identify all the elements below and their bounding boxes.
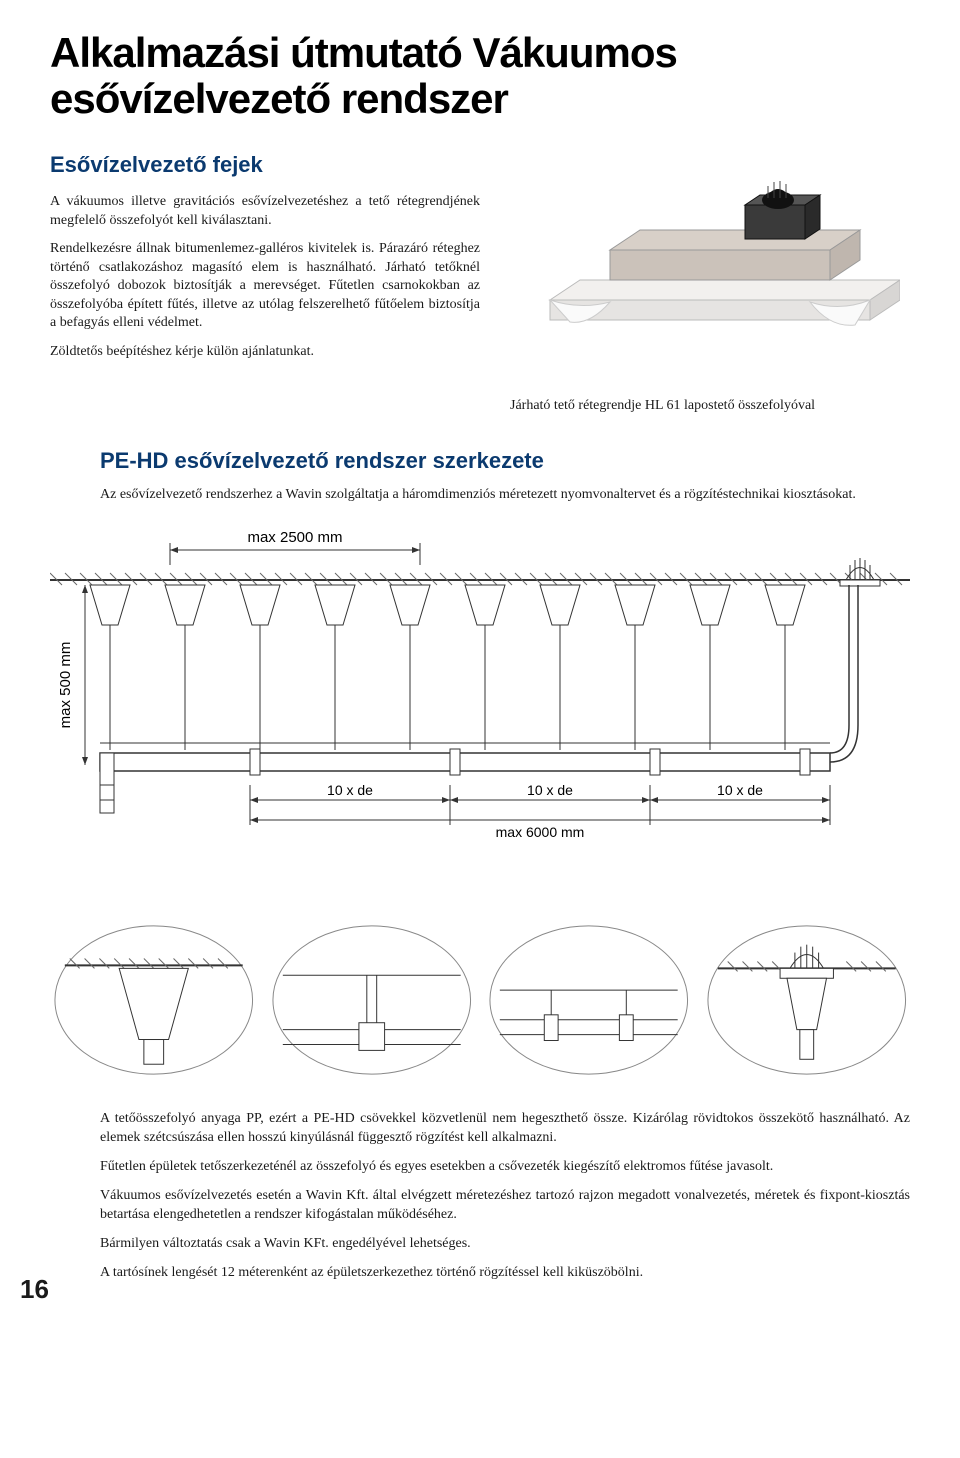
section2-heading: PE-HD esővízelvezető rendszer szerkezete xyxy=(100,448,910,474)
page-title: Alkalmazási útmutató Vákuumos esővízelve… xyxy=(50,30,910,122)
section1-heading: Esővízelvezető fejek xyxy=(50,150,480,179)
intro-p1: A vákuumos illetve gravitációs esővízelv… xyxy=(50,193,480,230)
intro-p2: Rendelkezésre állnak bitumenlemez-gallér… xyxy=(50,240,480,332)
footer-p2: Fűtetlen épületek tetőszerkezeténél az ö… xyxy=(100,1158,910,1177)
detail-3 xyxy=(485,920,693,1080)
detail-1 xyxy=(50,920,258,1080)
intro-text-column: Esővízelvezető fejek A vákuumos illetve … xyxy=(50,150,480,414)
dim-seg2: 10 x de xyxy=(527,782,573,798)
footer-p3: Vákuumos esővízelvezetés esetén a Wavin … xyxy=(100,1187,910,1225)
roof-layer-photo xyxy=(520,150,900,380)
intro-columns: Esővízelvezető fejek A vákuumos illetve … xyxy=(50,150,910,414)
footer-p5: A tartósínek lengését 12 méterenként az … xyxy=(100,1264,910,1283)
dim-vert-label: max 500 mm xyxy=(57,642,74,729)
dim-top-label: max 2500 mm xyxy=(247,529,342,546)
dim-seg3: 10 x de xyxy=(717,782,763,798)
dim-seg1: 10 x de xyxy=(327,782,373,798)
intro-p3: Zöldtetős beépítéshez kérje külön ajánla… xyxy=(50,343,480,361)
page-number: 16 xyxy=(20,1274,49,1305)
system-diagram: max 2500 mm max 500 mm xyxy=(50,525,910,890)
detail-circles xyxy=(50,920,910,1080)
footer-p4: Bármilyen változtatás csak a Wavin KFt. … xyxy=(100,1235,910,1254)
photo-caption: Járható tető rétegrendje HL 61 lapostető… xyxy=(510,398,910,414)
dim-bottom: max 6000 mm xyxy=(496,824,585,840)
footer-p1: A tetőösszefolyó anyaga PP, ezért a PE-H… xyxy=(100,1110,910,1148)
section2-body: Az esővízelvezető rendszerhez a Wavin sz… xyxy=(100,486,910,505)
intro-image-column: Járható tető rétegrendje HL 61 lapostető… xyxy=(510,150,910,414)
footer-paragraphs: A tetőösszefolyó anyaga PP, ezért a PE-H… xyxy=(100,1110,910,1282)
detail-4 xyxy=(703,920,911,1080)
detail-2 xyxy=(268,920,476,1080)
